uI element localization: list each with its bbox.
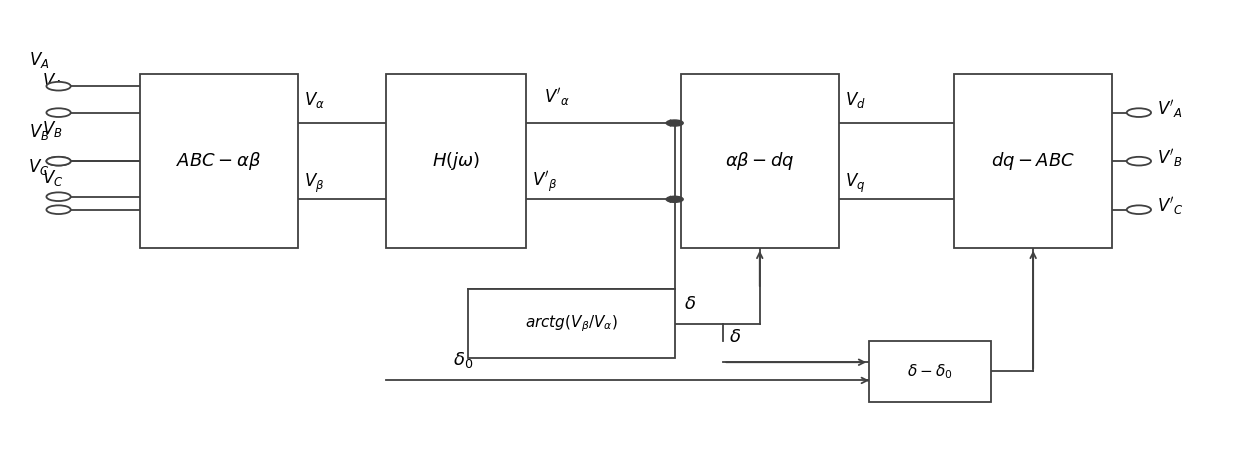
Bar: [954, 75, 1112, 248]
Text: $V_C$: $V_C$: [29, 157, 50, 177]
Text: $V_A$: $V_A$: [42, 71, 63, 91]
Text: $V'_C$: $V'_C$: [1157, 195, 1184, 217]
Text: $V_\beta$: $V_\beta$: [304, 172, 325, 195]
Text: $arctg(V_\beta/V_\alpha)$: $arctg(V_\beta/V_\alpha)$: [525, 313, 618, 334]
Text: $\delta$: $\delta$: [684, 295, 697, 313]
Circle shape: [666, 120, 683, 126]
Text: $\delta$: $\delta$: [729, 328, 742, 346]
Bar: [869, 341, 991, 402]
Text: $V'_A$: $V'_A$: [1157, 98, 1183, 120]
Bar: [467, 289, 675, 358]
Text: $\alpha\beta-dq$: $\alpha\beta-dq$: [725, 150, 795, 172]
Text: $H(j\omega)$: $H(j\omega)$: [432, 150, 480, 172]
Circle shape: [46, 157, 71, 165]
Text: $V_B$: $V_B$: [29, 122, 50, 142]
Text: $V'_\alpha$: $V'_\alpha$: [544, 86, 570, 108]
Text: $V_d$: $V_d$: [844, 90, 866, 110]
Circle shape: [46, 82, 71, 90]
Text: $V_B$: $V_B$: [42, 119, 63, 140]
Text: $dq-ABC$: $dq-ABC$: [991, 150, 1075, 172]
Text: $ABC-\alpha\beta$: $ABC-\alpha\beta$: [176, 150, 262, 172]
Text: $V_C$: $V_C$: [42, 168, 63, 188]
Bar: [681, 75, 838, 248]
Text: $V_\alpha$: $V_\alpha$: [304, 90, 325, 110]
Text: $V_A$: $V_A$: [29, 50, 50, 70]
Bar: [140, 75, 298, 248]
Text: $V'_\beta$: $V'_\beta$: [532, 170, 558, 195]
Circle shape: [46, 205, 71, 214]
Circle shape: [46, 157, 71, 165]
Text: $V'_B$: $V'_B$: [1157, 147, 1183, 169]
Circle shape: [1127, 108, 1151, 117]
Circle shape: [46, 192, 71, 201]
Text: $\delta_0$: $\delta_0$: [453, 349, 474, 370]
Text: $V_q$: $V_q$: [844, 172, 866, 195]
Circle shape: [46, 108, 71, 117]
Circle shape: [666, 196, 683, 202]
Circle shape: [1127, 205, 1151, 214]
Bar: [386, 75, 526, 248]
Text: $\delta-\delta_0$: $\delta-\delta_0$: [908, 362, 952, 381]
Circle shape: [1127, 157, 1151, 165]
